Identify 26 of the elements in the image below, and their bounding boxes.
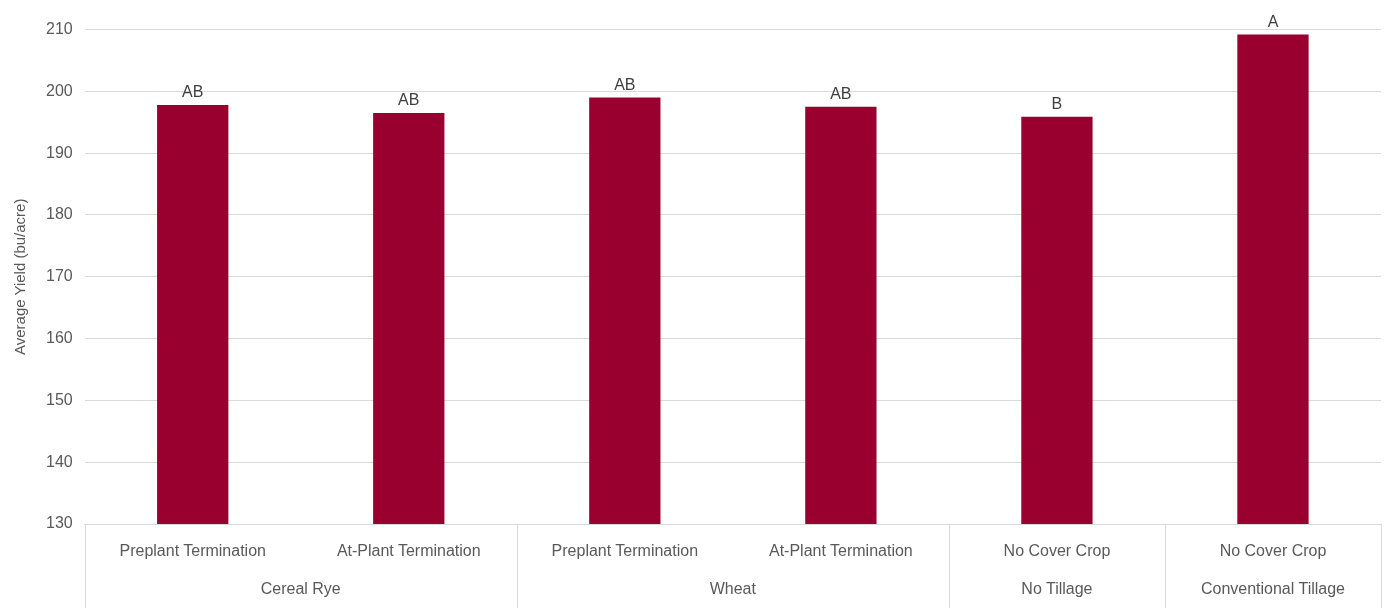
y-tick-label: 140 (45, 452, 73, 470)
y-tick-label: 170 (45, 267, 73, 285)
y-tick-label: 190 (45, 143, 73, 161)
y-tick-label: 210 (45, 20, 73, 38)
y-tick-label: 200 (45, 81, 73, 99)
y-tick-label: 160 (45, 329, 73, 347)
x-tick-label: No Cover Crop (1003, 542, 1111, 560)
y-axis-title: Average Yield (bu/acre) (11, 198, 29, 356)
y-tick-label: 150 (45, 390, 73, 408)
y-tick-label: 130 (45, 514, 73, 532)
data-label: B (1051, 95, 1063, 113)
x-tick-label: Preplant Termination (551, 542, 699, 560)
data-label: A (1267, 12, 1279, 30)
y-tick-label: 180 (45, 205, 73, 223)
text: Wheat (709, 580, 757, 598)
x-tick-label: No Cover Crop (1219, 542, 1327, 560)
text: Cereal Rye (260, 580, 341, 598)
text: Conventional Tillage (1200, 580, 1346, 598)
x-tick-label: At-Plant Termination (768, 542, 913, 560)
x-tick-label: Preplant Termination (119, 542, 266, 560)
data-label: AB (398, 91, 420, 109)
data-label: AB (182, 83, 204, 101)
data-label: AB (830, 85, 852, 103)
text: No Tillage (1021, 580, 1093, 598)
x-tick-label: At-Plant Termination (336, 542, 481, 560)
data-label: AB (614, 75, 636, 93)
